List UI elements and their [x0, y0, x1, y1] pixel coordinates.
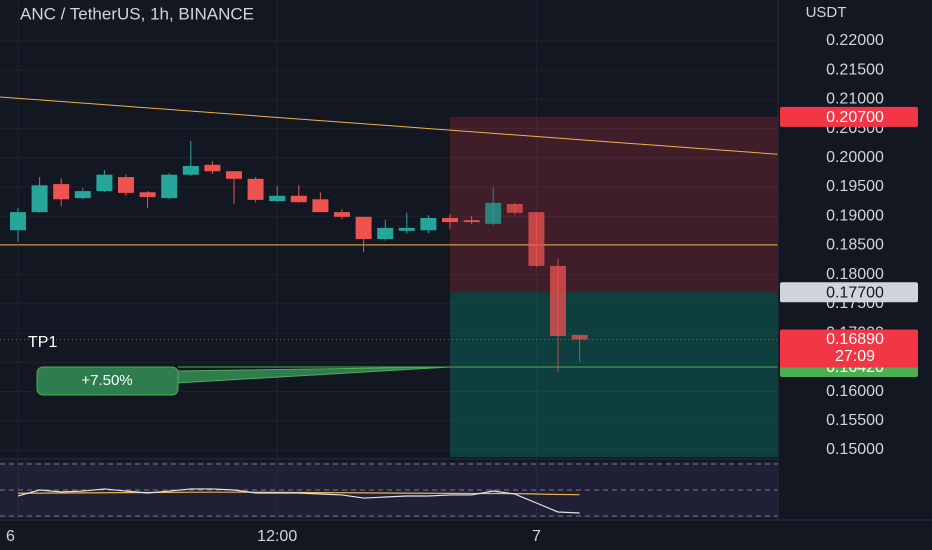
candle-body	[506, 203, 523, 213]
x-tick-label: 7	[532, 528, 541, 545]
candle-body	[74, 191, 91, 199]
candle-body	[571, 334, 588, 340]
x-tick-label: 12:00	[257, 528, 297, 545]
candle-body	[31, 185, 48, 213]
y-tick-label: 0.21000	[826, 91, 884, 108]
candle-body	[139, 192, 156, 197]
candle-body	[10, 212, 26, 231]
candle-body	[442, 217, 458, 223]
y-tick-label: 0.15000	[826, 441, 884, 458]
callout-text: +7.50%	[81, 372, 132, 389]
y-tick-label: 0.20000	[826, 149, 884, 166]
candle-body	[290, 195, 307, 203]
chart-title: ANC / TetherUS, 1h, BINANCE	[20, 4, 254, 23]
y-tick-label: 0.15500	[826, 412, 884, 429]
countdown-label: 27:09	[835, 348, 875, 365]
candle-body	[269, 195, 286, 202]
rsi-line	[17, 488, 580, 514]
trend-line	[0, 96, 779, 155]
candle-body	[226, 171, 242, 179]
target-zone	[450, 292, 778, 457]
axis-unit: USDT	[806, 4, 847, 21]
x-tick-label: 6	[6, 528, 15, 545]
y-tick-label: 0.19000	[826, 207, 884, 224]
tp-label: TP1	[28, 334, 57, 351]
candle-body	[463, 220, 480, 223]
candle-body	[355, 216, 372, 240]
candle-body	[550, 265, 566, 337]
candle-body	[247, 178, 264, 200]
price-tag-label: 0.17700	[826, 284, 884, 301]
callout-box	[36, 366, 179, 396]
price-tag	[780, 106, 918, 127]
candle-body	[528, 212, 545, 266]
y-tick-label: 0.18000	[826, 266, 884, 283]
y-tick-label: 0.19500	[826, 178, 884, 195]
candle-body	[312, 199, 329, 213]
callout-pointer	[175, 366, 451, 384]
candle-body	[53, 184, 70, 200]
candle-body	[96, 174, 113, 192]
price-tag	[780, 282, 918, 303]
candle-body	[420, 217, 437, 231]
candle-body	[377, 227, 394, 240]
y-tick-label: 0.16000	[826, 383, 884, 400]
candle-body	[204, 164, 221, 172]
candle-body	[398, 227, 415, 231]
stop-zone	[450, 116, 778, 293]
candle-body	[485, 202, 502, 224]
last-price-tag	[780, 329, 918, 368]
last-price-label: 0.16890	[826, 331, 884, 348]
candle-body	[161, 174, 178, 199]
y-tick-label: 0.18500	[826, 237, 884, 254]
candle-body	[182, 165, 199, 175]
price-tag-label: 0.20700	[826, 109, 884, 126]
y-tick-label: 0.21500	[826, 61, 884, 78]
candle-body	[334, 212, 350, 217]
candle-body	[118, 177, 134, 193]
y-tick-label: 0.22000	[826, 32, 884, 49]
